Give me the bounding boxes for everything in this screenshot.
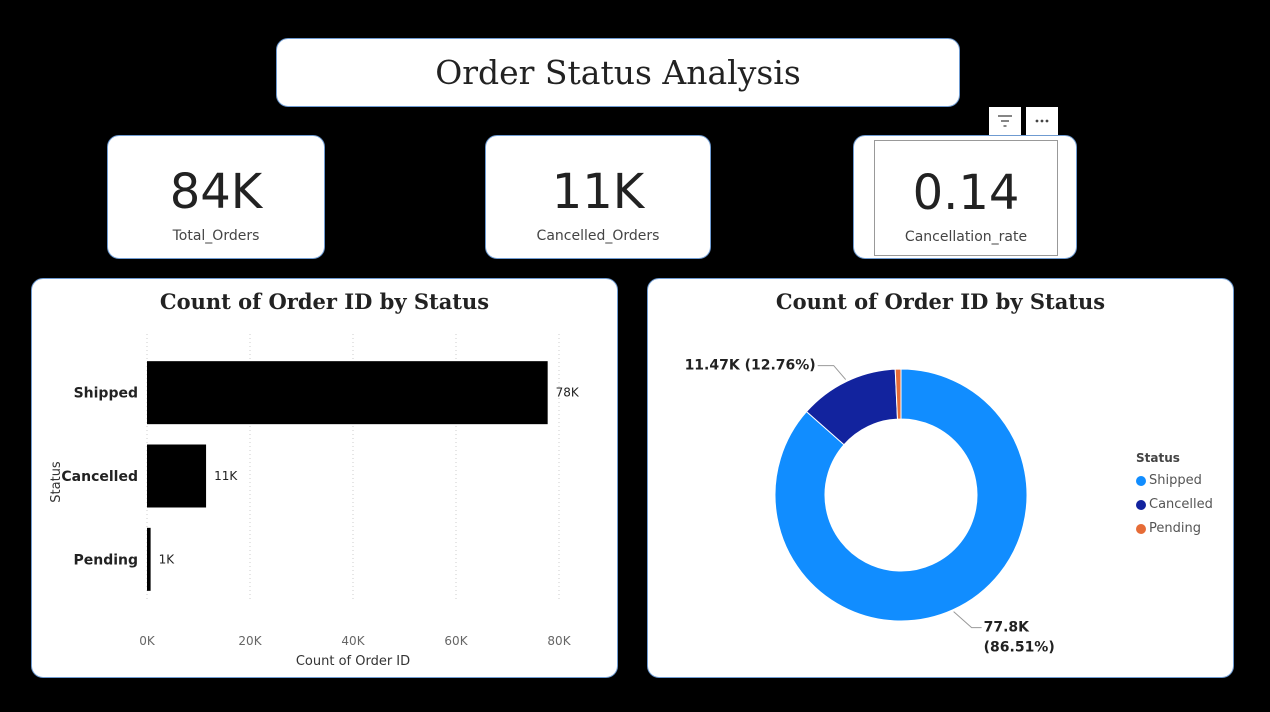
leader-line: [817, 365, 847, 380]
legend: Status Shipped Cancelled Pending: [1136, 451, 1213, 545]
data-label: 78K: [556, 386, 580, 400]
page-title: Order Status Analysis: [435, 53, 801, 92]
x-axis-title: Count of Order ID: [296, 654, 410, 669]
chart-title: Count of Order ID by Status: [775, 289, 1106, 314]
slice-pending: [894, 368, 902, 420]
filter-button[interactable]: [989, 107, 1021, 135]
bar-chart: 0K 20K 40K 60K 80K Count of Order ID Status Shi…: [49, 334, 580, 669]
kpi-label: Cancelled_Orders: [536, 228, 660, 244]
bar-cancelled: [147, 444, 207, 508]
more-options-button[interactable]: [1026, 107, 1058, 135]
bar-shipped: [147, 361, 548, 425]
data-label: (86.51%): [984, 640, 1055, 656]
x-tick-label: 40K: [341, 634, 365, 648]
donut-chart-card[interactable]: Count of Order ID by Status 77.8K (86.51%…: [647, 278, 1234, 678]
x-tick-label: 80K: [547, 634, 571, 648]
category-label: Pending: [73, 552, 138, 568]
kpi-value: 84K: [169, 164, 263, 220]
legend-marker: [1136, 499, 1146, 510]
data-label: 77.8K: [984, 620, 1031, 636]
kpi-label: Total_Orders: [172, 228, 260, 244]
y-axis-title: Status: [49, 461, 64, 503]
filter-icon: [998, 115, 1012, 127]
legend-label: Pending: [1149, 521, 1201, 536]
kpi-value: 11K: [551, 164, 645, 220]
chart-title: Count of Order ID by Status: [159, 289, 490, 314]
bar-chart-card[interactable]: Count of Order ID by Status 0K 20K 40K 60K 8…: [31, 278, 618, 678]
x-tick-label: 0K: [139, 634, 156, 648]
leader-line: [953, 611, 982, 629]
legend-marker: [1136, 523, 1146, 534]
category-label: Shipped: [74, 386, 138, 402]
legend-marker: [1136, 475, 1146, 486]
kpi-card-total-orders[interactable]: 84K Total_Orders: [107, 135, 325, 259]
more-options-icon: [1035, 119, 1049, 123]
kpi-card-cancellation-rate[interactable]: 0.14 Cancellation_rate: [853, 135, 1077, 259]
kpi-selection-frame[interactable]: 0.14 Cancellation_rate: [874, 140, 1058, 256]
category-label: Cancelled: [61, 469, 138, 485]
slice-shipped: [774, 368, 1028, 622]
x-tick-label: 60K: [444, 634, 468, 648]
title-card: Order Status Analysis: [276, 38, 960, 107]
legend-item-cancelled[interactable]: Cancelled: [1136, 497, 1213, 512]
legend-title: Status: [1136, 451, 1180, 465]
kpi-label: Cancellation_rate: [904, 229, 1028, 245]
data-label: 11K: [214, 469, 238, 483]
kpi-value: 0.14: [912, 165, 1020, 221]
data-label: 11.47K (12.76%): [685, 358, 816, 374]
legend-item-shipped[interactable]: Shipped: [1136, 473, 1213, 488]
legend-item-pending[interactable]: Pending: [1136, 521, 1213, 536]
kpi-card-cancelled-orders[interactable]: 11K Cancelled_Orders: [485, 135, 711, 259]
legend-label: Shipped: [1149, 473, 1202, 488]
legend-label: Cancelled: [1149, 497, 1213, 512]
x-tick-label: 20K: [238, 634, 262, 648]
data-label: 1K: [159, 552, 176, 566]
bar-pending: [147, 527, 151, 591]
donut-chart: 77.8K (86.51%) 11.47K (12.76%): [685, 358, 1055, 656]
